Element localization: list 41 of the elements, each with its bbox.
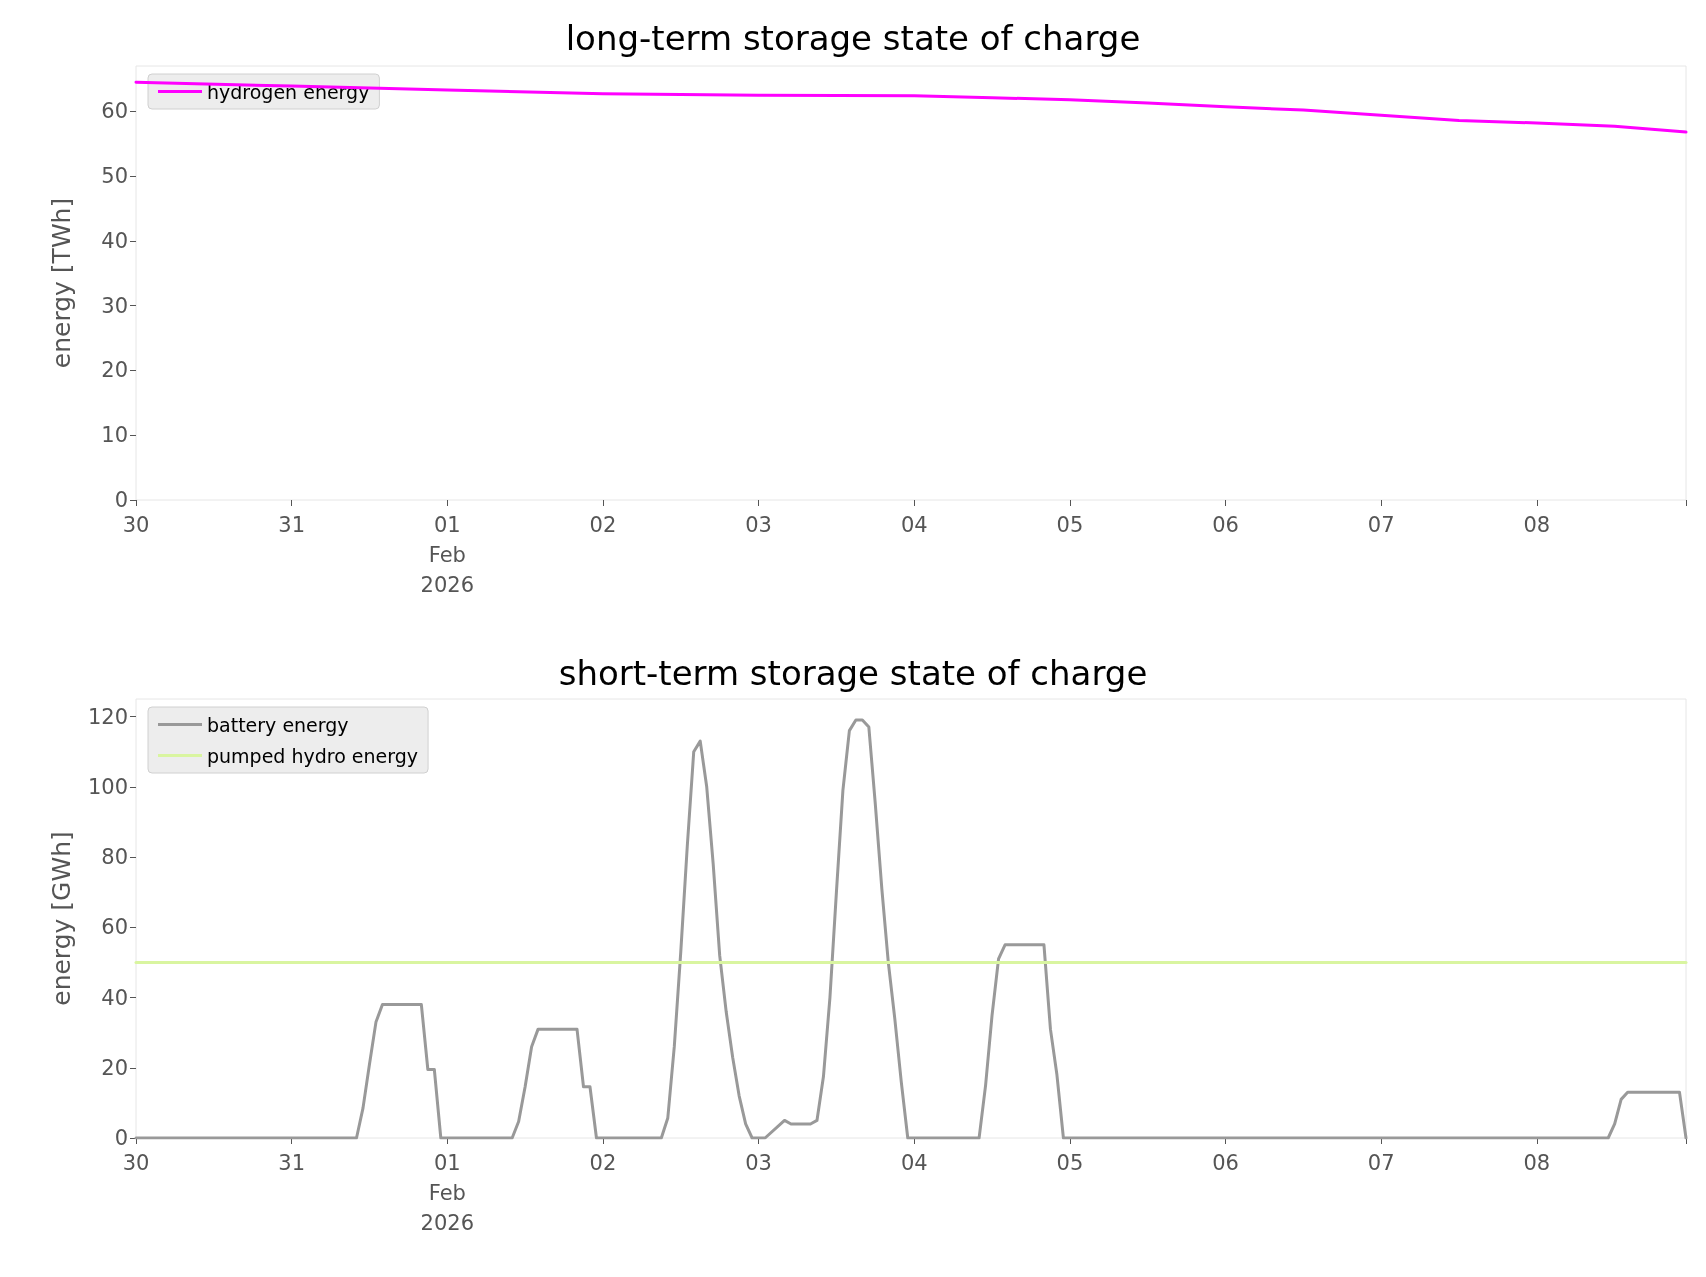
x-tick-label: 01 Feb 2026 [420,1151,475,1235]
y-tick-label: 50 [101,164,128,189]
legend-label: pumped hydro energy [207,744,419,767]
x-tick-label: 07 [1367,1151,1395,1175]
y-axis-title: energy [GWh] [47,831,76,1006]
y-tick-label: 60 [101,99,128,124]
y-tick-label: 20 [101,358,128,383]
x-tick-label: 04 [900,513,928,537]
x-tick-label: 31 [278,513,306,537]
y-tick-label: 10 [101,423,128,448]
y-tick-label: 20 [101,1055,128,1080]
x-tick-label: 02 [589,1151,617,1175]
x-tick-label: 04 [900,1151,928,1175]
y-tick-label: 40 [101,985,128,1010]
x-tick-label: 03 [745,1151,772,1175]
x-tick-label: 03 [745,513,772,537]
x-tick-label: 06 [1212,513,1239,537]
y-tick-label: 40 [101,228,128,253]
y-axis-title: energy [TWh] [47,197,76,369]
chart-title: short-term storage state of charge [558,653,1148,693]
legend-label: battery energy [207,713,349,736]
y-tick-label: 0 [114,1126,128,1150]
x-tick-label: 31 [278,1151,306,1175]
chart-title: long-term storage state of charge [565,18,1141,58]
x-tick-label: 06 [1212,1151,1239,1175]
x-tick-label: 07 [1367,513,1395,537]
y-tick-label: 30 [101,293,128,318]
x-tick-label: 08 [1523,1151,1551,1175]
y-tick-label: 60 [101,915,128,940]
line-series [134,718,1688,1140]
x-tick-label: 01 Feb 2026 [420,513,475,597]
y-tick-label: 80 [101,845,128,870]
y-tick-label: 120 [87,704,128,729]
x-tick-label: 08 [1523,513,1551,537]
y-tick-label: 0 [114,488,128,512]
x-tick-label: 02 [589,513,617,537]
x-tick-label: 05 [1056,1151,1084,1175]
x-tick-label: 05 [1056,513,1084,537]
line-series [134,80,1688,134]
y-tick-label: 100 [87,774,128,799]
legend-label: hydrogen energy [207,80,370,103]
